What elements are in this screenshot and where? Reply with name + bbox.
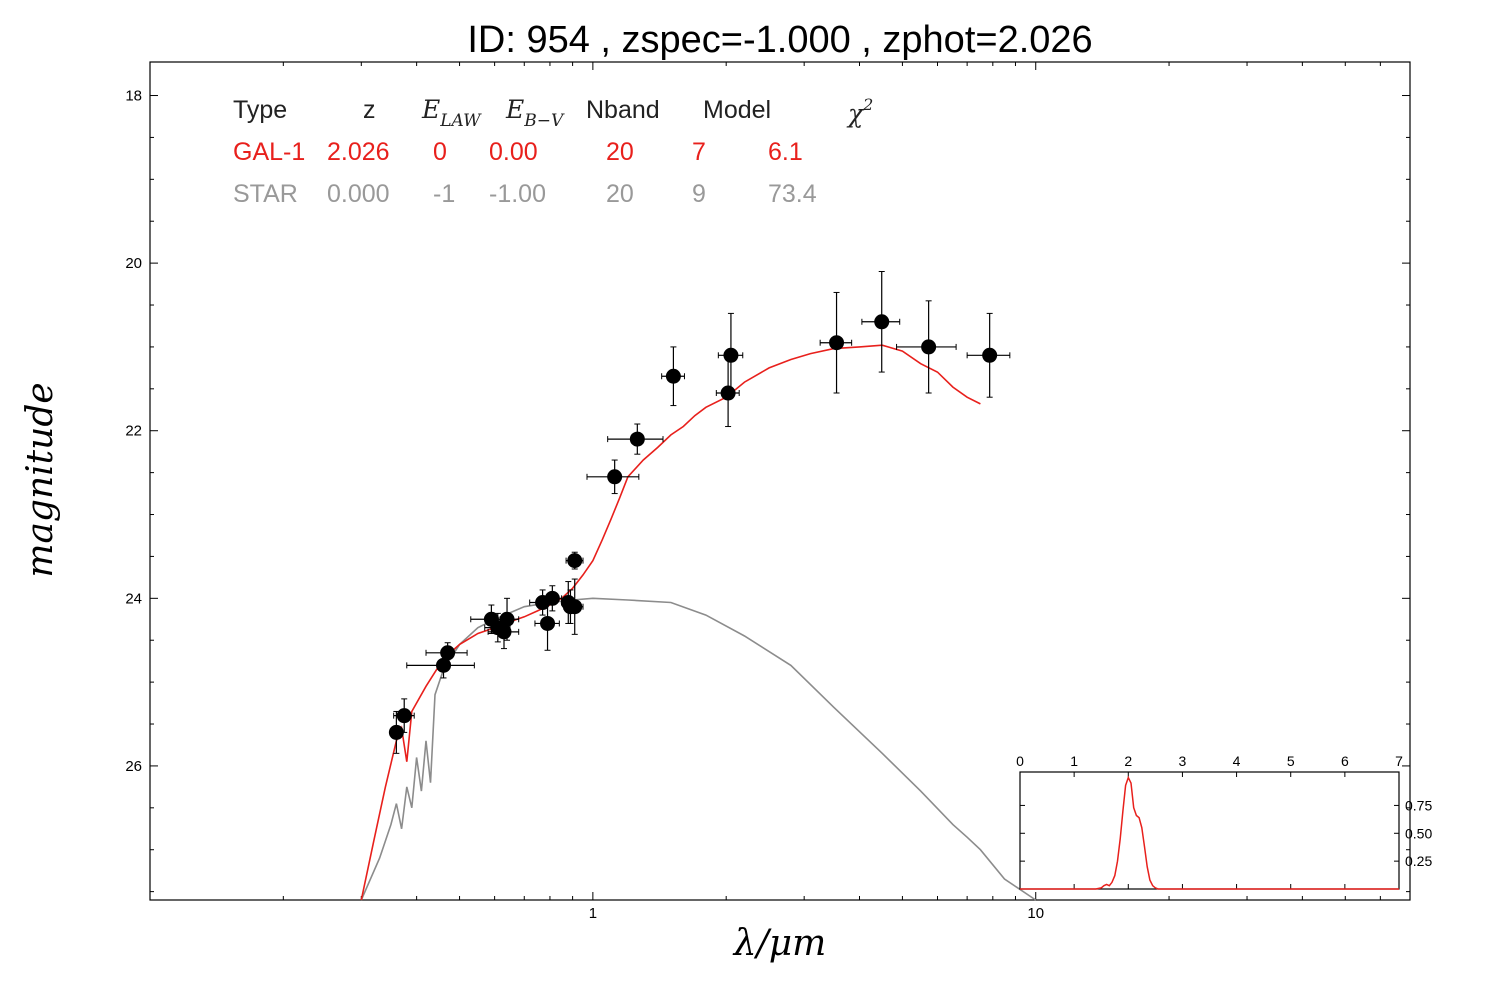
- inset-y-tick-label: 0.75: [1405, 797, 1432, 813]
- inset-x-tick-label: 1: [1070, 753, 1078, 769]
- table-header-chi2: χ2: [846, 95, 873, 128]
- inset-x-tick-label: 0: [1016, 753, 1024, 769]
- inset-x-tick-label: 2: [1124, 753, 1132, 769]
- table-header-ebv: EB−V: [505, 95, 565, 131]
- data-point: [607, 469, 623, 485]
- data-point: [829, 335, 845, 351]
- inset-frame: [1019, 771, 1400, 890]
- y-tick-label: 18: [125, 88, 142, 105]
- inset-x-tick-label: 6: [1341, 753, 1349, 769]
- table-cell-galaxy: 6.1: [768, 138, 803, 166]
- y-axis-label: magnitude: [20, 382, 61, 577]
- data-point: [496, 624, 512, 640]
- data-point: [544, 590, 560, 606]
- table-header-elaw-sub: LAW: [439, 111, 482, 131]
- data-point: [629, 431, 645, 447]
- figure-title: ID: 954 , zspec=-1.000 , zphot=2.026: [467, 19, 1092, 61]
- table-header-z: z: [363, 96, 376, 124]
- data-point: [388, 724, 404, 740]
- y-tick-label: 26: [125, 758, 142, 775]
- table-cell-star: STAR: [233, 180, 298, 208]
- data-point: [874, 314, 890, 330]
- data-point: [540, 615, 556, 631]
- inset-y-tick-label: 0.50: [1405, 825, 1432, 841]
- table-cell-galaxy: 20: [606, 138, 634, 166]
- inset-x-tick-label: 4: [1233, 753, 1241, 769]
- table-cell-star: 9: [692, 180, 706, 208]
- pdz-inset: 0 1 2 3 4 5 6 7 0.25 0.50 0.75: [1016, 753, 1432, 890]
- photometry-points: [388, 271, 1011, 754]
- table-header-chi-sup: 2: [862, 95, 873, 114]
- fit-results-table: Type z ELAW EB−V Nband Model χ2 GAL-1 2.0…: [233, 95, 873, 208]
- table-cell-star: 20: [606, 180, 634, 208]
- inset-pdz-line: [1020, 775, 1399, 890]
- inset-axis-ticks: 0 1 2 3 4 5 6 7 0.25 0.50 0.75: [1016, 753, 1432, 889]
- data-point: [499, 611, 515, 627]
- x-tick-label: 1: [589, 905, 597, 922]
- table-rows: GAL-1 2.026 0 0.00 20 7 6.1 STAR 0.000 -1 -1.00 20 9…: [233, 138, 817, 208]
- x-axis-label: λ/μm: [732, 923, 826, 964]
- y-tick-label: 20: [125, 255, 142, 272]
- data-point: [567, 599, 583, 615]
- data-point: [440, 645, 456, 661]
- table-cell-galaxy: 7: [692, 138, 706, 166]
- table-cell-star: 73.4: [768, 180, 817, 208]
- data-point: [921, 339, 937, 355]
- x-tick-label: 10: [1027, 905, 1044, 922]
- table-header-ebv-sub: B−V: [523, 111, 565, 131]
- table-header-elaw: ELAW: [421, 95, 482, 131]
- table-header-chi: χ: [846, 99, 865, 128]
- data-point: [982, 347, 998, 363]
- table-cell-star: -1.00: [489, 180, 546, 208]
- table-cell-galaxy: 2.026: [327, 138, 390, 166]
- main-plot-frame: [149, 61, 1411, 901]
- table-cell-galaxy: 0: [433, 138, 447, 166]
- inset-x-tick-label: 3: [1179, 753, 1187, 769]
- model-spectra: [360, 344, 1037, 901]
- inset-x-tick-label: 7: [1395, 753, 1403, 769]
- y-tick-label: 24: [125, 590, 142, 607]
- y-tick-label: 22: [125, 423, 142, 440]
- table-header-nband: Nband: [586, 96, 660, 124]
- data-point: [723, 347, 739, 363]
- table-cell-star: -1: [433, 180, 455, 208]
- table-header-ebv-e: E: [505, 95, 524, 124]
- data-point: [567, 553, 583, 569]
- table-header-elaw-e: E: [421, 95, 440, 124]
- data-point: [396, 708, 412, 724]
- table-header-type: Type: [233, 96, 287, 124]
- table-cell-star: 0.000: [327, 180, 390, 208]
- inset-pdz-curve: [1020, 775, 1399, 890]
- spectrum-line-gal-1: [360, 344, 981, 901]
- data-point: [720, 385, 736, 401]
- table-header-model: Model: [703, 96, 771, 124]
- inset-y-tick-label: 0.25: [1405, 853, 1432, 869]
- table-cell-galaxy: GAL-1: [233, 138, 305, 166]
- inset-x-tick-label: 5: [1287, 753, 1295, 769]
- spectrum-line-star: [360, 597, 1037, 901]
- table-cell-galaxy: 0.00: [489, 138, 538, 166]
- data-point: [665, 368, 681, 384]
